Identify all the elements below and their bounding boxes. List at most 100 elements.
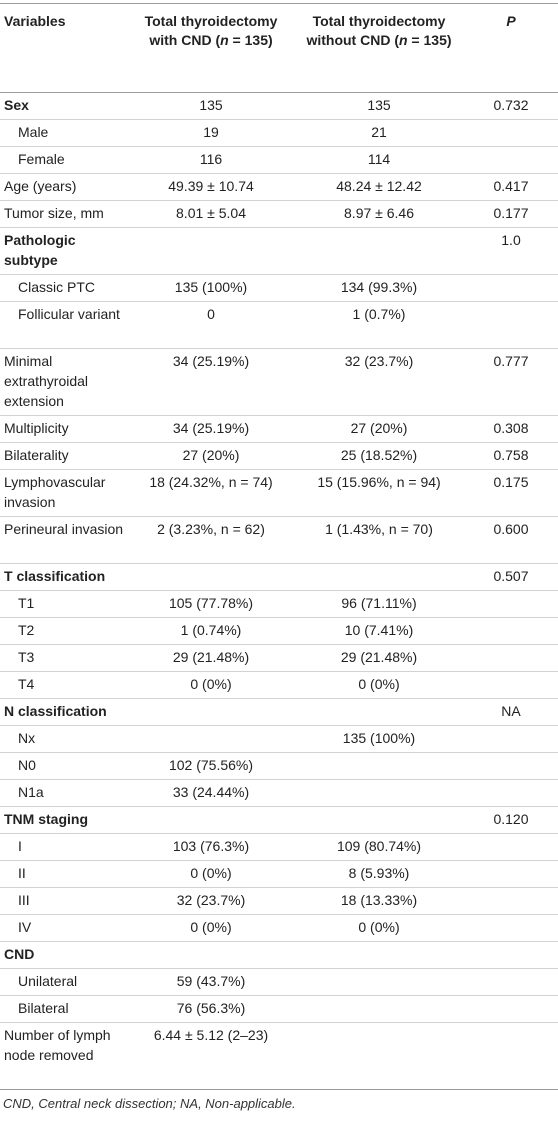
- cell-with-cnd: 0 (0%): [128, 860, 294, 888]
- cell-variable: Perineural invasion: [0, 516, 128, 564]
- table-body: Sex 135 135 0.732 Male 19 21 Female 116 114 Age (y…: [0, 92, 558, 1090]
- cell-p-value: [464, 301, 558, 349]
- cell-with-cnd: 8.01 ± 5.04: [128, 200, 294, 228]
- cell-without-cnd: [294, 968, 464, 996]
- table-row: Unilateral 59 (43.7%): [0, 968, 558, 996]
- cell-with-cnd: 6.44 ± 5.12 (2–23): [128, 1022, 294, 1090]
- cell-variable: Male: [0, 119, 128, 147]
- cell-p-value: [464, 146, 558, 174]
- table-row: N1a 33 (24.44%): [0, 779, 558, 807]
- cell-with-cnd: 76 (56.3%): [128, 995, 294, 1023]
- cell-without-cnd: 29 (21.48%): [294, 644, 464, 672]
- cell-p-value: 0.600: [464, 516, 558, 564]
- cell-variable: T1: [0, 590, 128, 618]
- cell-without-cnd: [294, 995, 464, 1023]
- table-row: N classification NA: [0, 698, 558, 726]
- cell-p-value: [464, 617, 558, 645]
- cell-p-value: [464, 779, 558, 807]
- cell-variable: Follicular variant: [0, 301, 128, 349]
- cell-with-cnd: 32 (23.7%): [128, 887, 294, 915]
- cell-p-value: [464, 752, 558, 780]
- cell-without-cnd: 15 (15.96%, n = 94): [294, 469, 464, 517]
- cell-with-cnd: 0 (0%): [128, 671, 294, 699]
- cell-p-value: [464, 590, 558, 618]
- cell-with-cnd: 135 (100%): [128, 274, 294, 302]
- cell-with-cnd: 33 (24.44%): [128, 779, 294, 807]
- cell-with-cnd: [128, 698, 294, 726]
- table-header-row: Variables Total thyroidectomy with CND (…: [0, 3, 558, 93]
- cell-p-value: [464, 725, 558, 753]
- cell-without-cnd: [294, 806, 464, 834]
- cell-variable: N classification: [0, 698, 128, 726]
- table-row: CND: [0, 941, 558, 969]
- table-row: Nx 135 (100%): [0, 725, 558, 753]
- cell-with-cnd: [128, 563, 294, 591]
- cell-without-cnd: 135: [294, 92, 464, 120]
- cell-variable: Sex: [0, 92, 128, 120]
- table-row: Tumor size, mm 8.01 ± 5.04 8.97 ± 6.46 0.17…: [0, 200, 558, 228]
- cell-without-cnd: 21: [294, 119, 464, 147]
- cell-without-cnd: [294, 698, 464, 726]
- cell-without-cnd: 96 (71.11%): [294, 590, 464, 618]
- cell-with-cnd: 105 (77.78%): [128, 590, 294, 618]
- table-row: Age (years) 49.39 ± 10.74 48.24 ± 12.42 0.4…: [0, 173, 558, 201]
- table-row: I 103 (76.3%) 109 (80.74%): [0, 833, 558, 861]
- cell-with-cnd: 135: [128, 92, 294, 120]
- cell-without-cnd: 1 (1.43%, n = 70): [294, 516, 464, 564]
- table-row: T2 1 (0.74%) 10 (7.41%): [0, 617, 558, 645]
- cell-p-value: 0.507: [464, 563, 558, 591]
- cell-without-cnd: 8.97 ± 6.46: [294, 200, 464, 228]
- cell-variable: Number of lymph node removed: [0, 1022, 128, 1090]
- cell-variable: III: [0, 887, 128, 915]
- header-without-cnd: Total thyroidectomy without CND (n = 135…: [294, 3, 464, 93]
- cell-with-cnd: 18 (24.32%, n = 74): [128, 469, 294, 517]
- cell-variable: Female: [0, 146, 128, 174]
- cell-p-value: 0.758: [464, 442, 558, 470]
- cell-without-cnd: 0 (0%): [294, 914, 464, 942]
- cell-variable: CND: [0, 941, 128, 969]
- cell-without-cnd: [294, 779, 464, 807]
- header-p-value: P: [464, 3, 558, 93]
- cell-p-value: [464, 833, 558, 861]
- cell-without-cnd: 48.24 ± 12.42: [294, 173, 464, 201]
- table-row: Number of lymph node removed 6.44 ± 5.12 …: [0, 1022, 558, 1090]
- cell-p-value: [464, 860, 558, 888]
- cell-without-cnd: 25 (18.52%): [294, 442, 464, 470]
- cell-with-cnd: 29 (21.48%): [128, 644, 294, 672]
- cell-p-value: [464, 119, 558, 147]
- table-row: Female 116 114: [0, 146, 558, 174]
- cell-variable: II: [0, 860, 128, 888]
- table-row: Multiplicity 34 (25.19%) 27 (20%) 0.308: [0, 415, 558, 443]
- table-row: T3 29 (21.48%) 29 (21.48%): [0, 644, 558, 672]
- cell-with-cnd: [128, 725, 294, 753]
- cell-variable: Multiplicity: [0, 415, 128, 443]
- table-row: N0 102 (75.56%): [0, 752, 558, 780]
- cell-p-value: [464, 671, 558, 699]
- cell-without-cnd: 134 (99.3%): [294, 274, 464, 302]
- cell-p-value: [464, 995, 558, 1023]
- table-row: II 0 (0%) 8 (5.93%): [0, 860, 558, 888]
- table-row: III 32 (23.7%) 18 (13.33%): [0, 887, 558, 915]
- cell-without-cnd: [294, 227, 464, 275]
- cell-p-value: [464, 914, 558, 942]
- cell-p-value: NA: [464, 698, 558, 726]
- table-row: Follicular variant 0 1 (0.7%): [0, 301, 558, 349]
- cell-variable: Tumor size, mm: [0, 200, 128, 228]
- cell-variable: Lymphovascular invasion: [0, 469, 128, 517]
- cell-without-cnd: 18 (13.33%): [294, 887, 464, 915]
- cell-without-cnd: 10 (7.41%): [294, 617, 464, 645]
- cell-p-value: [464, 968, 558, 996]
- cell-variable: T3: [0, 644, 128, 672]
- header-variables: Variables: [0, 3, 128, 93]
- cell-p-value: [464, 274, 558, 302]
- table-row: Male 19 21: [0, 119, 558, 147]
- cell-with-cnd: 103 (76.3%): [128, 833, 294, 861]
- cell-variable: TNM staging: [0, 806, 128, 834]
- table-row: Bilaterality 27 (20%) 25 (18.52%) 0.758: [0, 442, 558, 470]
- cell-variable: I: [0, 833, 128, 861]
- cell-p-value: [464, 941, 558, 969]
- table-row: T classification 0.507: [0, 563, 558, 591]
- cell-without-cnd: 32 (23.7%): [294, 348, 464, 416]
- cell-variable: Unilateral: [0, 968, 128, 996]
